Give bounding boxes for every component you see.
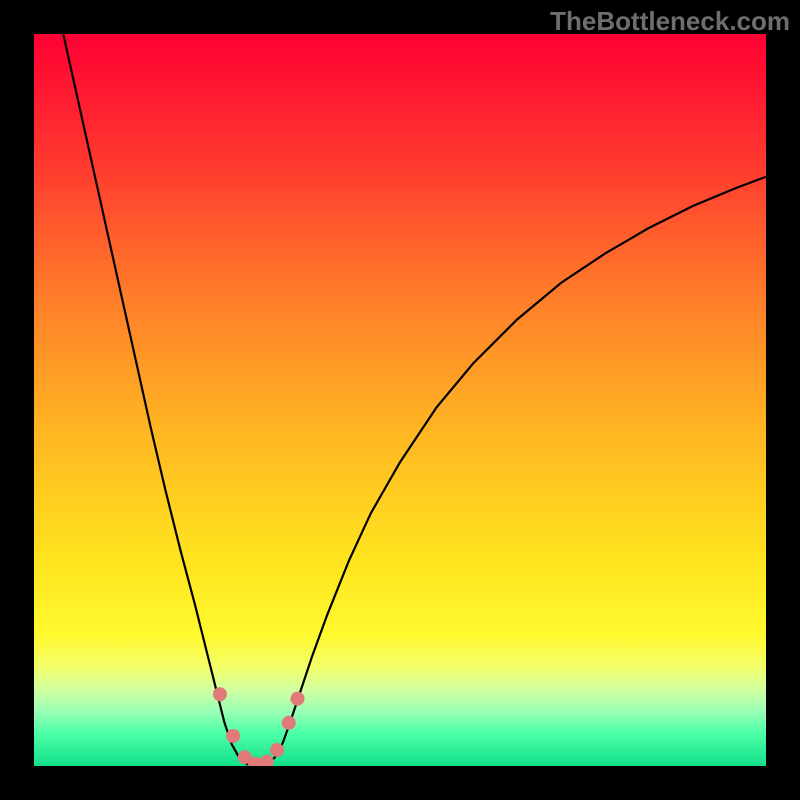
plot-area [34,34,766,766]
curve-line [63,34,766,766]
marker-dot [282,716,296,730]
marker-dot [213,687,227,701]
marker-dot [226,729,240,743]
marker-dot [291,692,305,706]
chart-canvas: TheBottleneck.com [0,0,800,800]
watermark-text: TheBottleneck.com [550,6,790,37]
marker-dot [260,755,274,766]
marker-dot [270,743,284,757]
bottleneck-curve [34,34,766,766]
